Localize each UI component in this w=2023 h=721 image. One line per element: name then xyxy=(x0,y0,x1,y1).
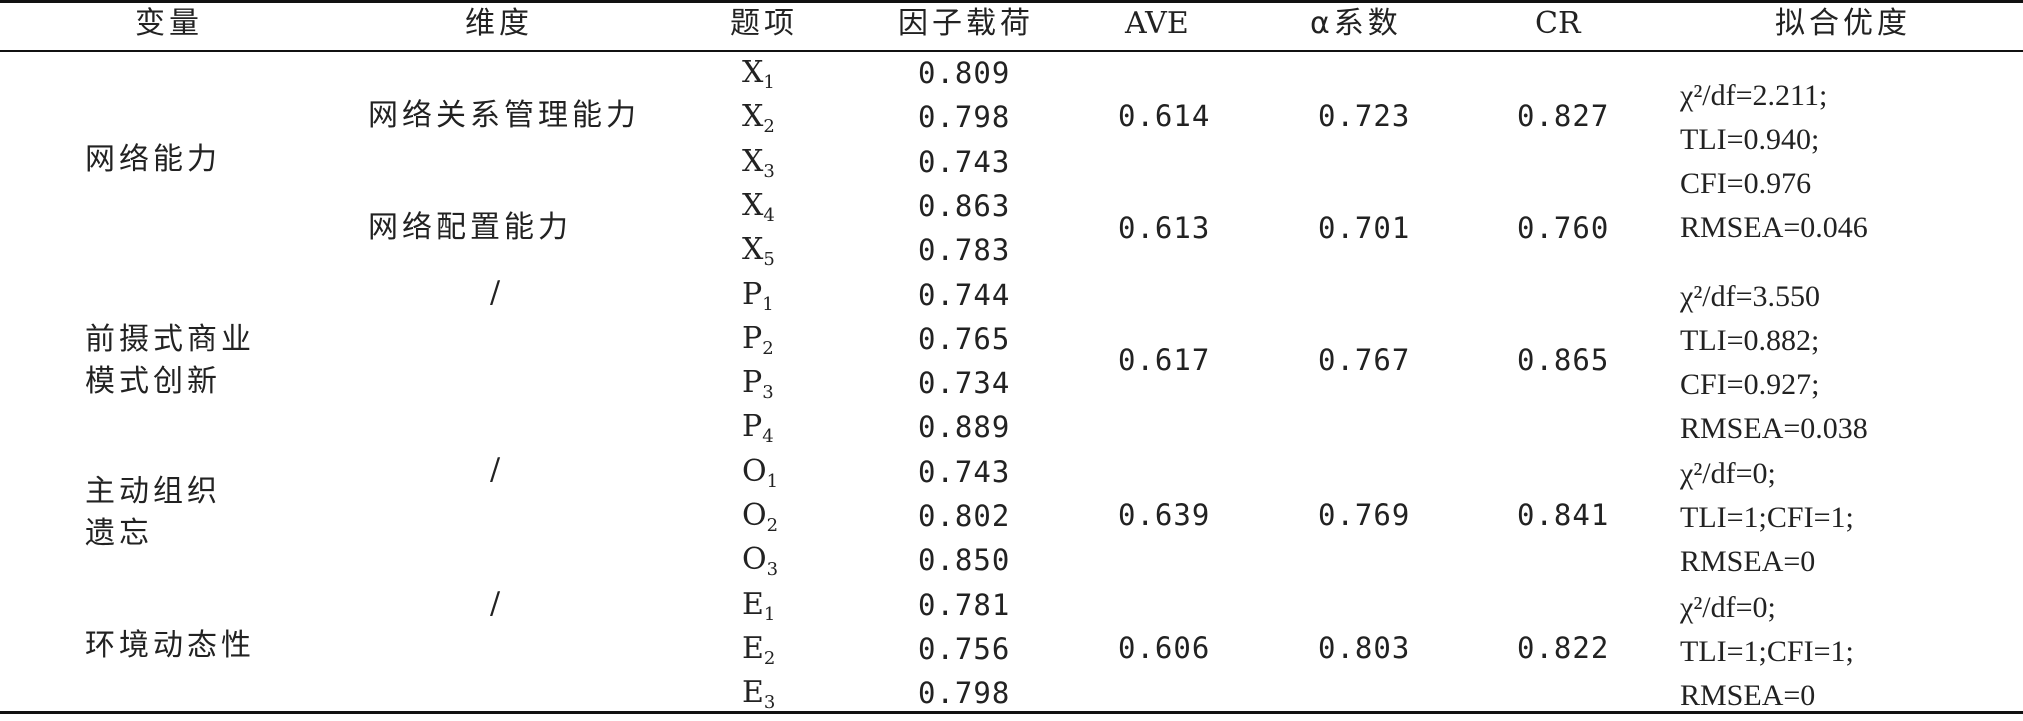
dimension-slash: / xyxy=(490,452,501,487)
dimension-slash: / xyxy=(490,275,501,310)
fit-active-forgetting: χ²/df=0; TLI=1;CFI=1; RMSEA=0 xyxy=(1680,452,1854,584)
factor-loading-value: 0.802 xyxy=(918,499,1011,533)
ave-value: 0.614 xyxy=(1118,99,1211,133)
header-variable: 变量 xyxy=(135,6,203,41)
header-cr: CR xyxy=(1535,6,1581,41)
header-item: 题项 xyxy=(730,6,798,41)
fit-line: CFI=0.976 xyxy=(1680,167,1812,200)
item-label: X1 xyxy=(742,55,775,93)
header-ave: AVE xyxy=(1125,6,1189,41)
fit-line: RMSEA=0.046 xyxy=(1680,211,1868,244)
header-alpha: α系数 xyxy=(1310,6,1402,41)
factor-loading-value: 0.781 xyxy=(918,588,1011,622)
ave-value: 0.617 xyxy=(1118,343,1211,377)
dimension-configuration: 网络配置能力 xyxy=(368,210,572,245)
item-label: P3 xyxy=(742,365,774,403)
fit-line: TLI=0.940; xyxy=(1680,123,1820,156)
dimension-relation-management: 网络关系管理能力 xyxy=(368,98,640,133)
fit-line: χ²/df=0; xyxy=(1680,457,1776,490)
header-fit: 拟合优度 xyxy=(1775,6,1911,41)
ave-value: 0.606 xyxy=(1118,631,1211,665)
cr-value: 0.827 xyxy=(1517,99,1610,133)
item-label: O1 xyxy=(742,454,779,492)
item-label: X2 xyxy=(742,99,775,137)
alpha-value: 0.767 xyxy=(1318,343,1411,377)
alpha-value: 0.769 xyxy=(1318,498,1411,532)
alpha-value: 0.803 xyxy=(1318,631,1411,665)
variable-proactive-bm-innovation-line2: 模式创新 xyxy=(85,364,221,399)
factor-loading-value: 0.850 xyxy=(918,543,1011,577)
factor-loading-value: 0.756 xyxy=(918,632,1011,666)
item-label: X4 xyxy=(742,188,775,226)
item-label: O2 xyxy=(742,498,779,536)
header-rule xyxy=(0,50,2023,52)
fit-network: χ²/df=2.211; TLI=0.940; CFI=0.976 RMSEA=… xyxy=(1680,74,1868,250)
item-label: E2 xyxy=(742,631,776,669)
item-label: X5 xyxy=(742,232,775,270)
factor-loading-value: 0.743 xyxy=(918,145,1011,179)
factor-loading-value: 0.889 xyxy=(918,410,1011,444)
variable-network-capability: 网络能力 xyxy=(85,142,221,177)
item-label: P4 xyxy=(742,409,774,447)
fit-environmental-dynamism: χ²/df=0; TLI=1;CFI=1; RMSEA=0 xyxy=(1680,586,1854,718)
item-label: X3 xyxy=(742,144,775,182)
item-label: E1 xyxy=(742,587,776,625)
fit-line: CFI=0.927; xyxy=(1680,368,1820,401)
item-label: O3 xyxy=(742,542,779,580)
fit-line: TLI=0.882; xyxy=(1680,324,1820,357)
factor-loading-value: 0.765 xyxy=(918,322,1011,356)
ave-value: 0.639 xyxy=(1118,498,1211,532)
factor-loading-value: 0.783 xyxy=(918,233,1011,267)
variable-active-forgetting-line2: 遗忘 xyxy=(85,516,153,551)
factor-loading-value: 0.809 xyxy=(918,56,1011,90)
variable-proactive-bm-innovation-line1: 前摄式商业 xyxy=(85,322,255,357)
factor-loading-value: 0.743 xyxy=(918,455,1011,489)
dimension-slash: / xyxy=(490,586,501,621)
alpha-value: 0.701 xyxy=(1318,211,1411,245)
header-factor-loading: 因子载荷 xyxy=(898,6,1034,41)
fit-line: χ²/df=2.211; xyxy=(1680,79,1828,112)
fit-line: RMSEA=0 xyxy=(1680,545,1816,578)
variable-active-forgetting-line1: 主动组织 xyxy=(85,474,221,509)
cr-value: 0.822 xyxy=(1517,631,1610,665)
variable-environmental-dynamism: 环境动态性 xyxy=(85,628,255,663)
ave-value: 0.613 xyxy=(1118,211,1211,245)
bottom-rule xyxy=(0,711,2023,714)
alpha-value: 0.723 xyxy=(1318,99,1411,133)
factor-loading-value: 0.744 xyxy=(918,278,1011,312)
fit-line: χ²/df=3.550 xyxy=(1680,280,1821,313)
cr-value: 0.865 xyxy=(1517,343,1610,377)
item-label: E3 xyxy=(742,675,776,713)
item-label: P2 xyxy=(742,321,774,359)
factor-loading-value: 0.863 xyxy=(918,189,1011,223)
factor-loading-value: 0.798 xyxy=(918,676,1011,710)
fit-line: TLI=1;CFI=1; xyxy=(1680,635,1854,668)
fit-proactive-bm: χ²/df=3.550 TLI=0.882; CFI=0.927; RMSEA=… xyxy=(1680,275,1868,451)
factor-loading-value: 0.734 xyxy=(918,366,1011,400)
cr-value: 0.841 xyxy=(1517,498,1610,532)
header-dimension: 维度 xyxy=(465,6,533,41)
fit-line: TLI=1;CFI=1; xyxy=(1680,501,1854,534)
fit-line: RMSEA=0.038 xyxy=(1680,412,1868,445)
item-label: P1 xyxy=(742,277,774,315)
factor-loading-value: 0.798 xyxy=(918,100,1011,134)
fit-line: χ²/df=0; xyxy=(1680,591,1776,624)
fit-line: RMSEA=0 xyxy=(1680,679,1816,712)
cr-value: 0.760 xyxy=(1517,211,1610,245)
top-rule xyxy=(0,0,2023,3)
